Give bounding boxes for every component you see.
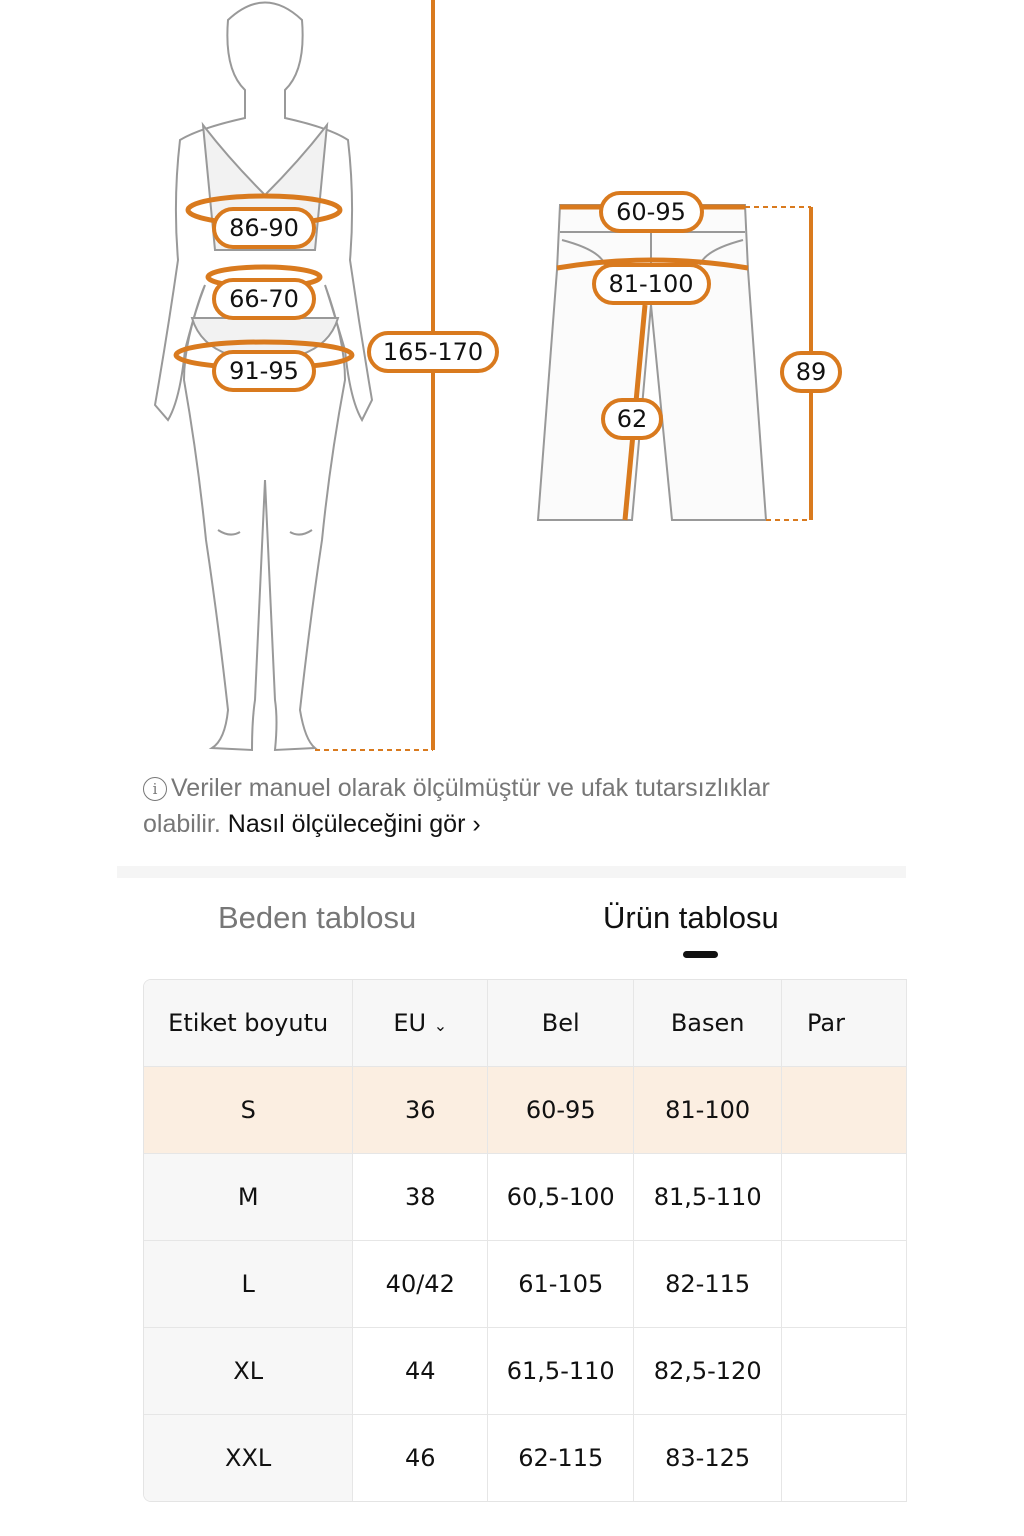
tab-size-chart[interactable]: Beden tablosu <box>218 900 417 935</box>
active-tab-indicator <box>683 951 718 958</box>
table-cell: 36 <box>352 1066 489 1154</box>
height-line <box>315 0 435 751</box>
table-cell: 61-105 <box>487 1240 635 1328</box>
chevron-down-icon: ⌄ <box>433 1016 448 1035</box>
how-to-measure-link[interactable]: Nasıl ölçüleceğini gör › <box>228 810 481 838</box>
table-row[interactable]: M 38 60,5-100 81,5-110 <box>144 1153 907 1241</box>
info-icon: i <box>143 777 167 801</box>
header-eu-label: EU <box>393 1009 427 1037</box>
table-cell: 60-95 <box>487 1066 635 1154</box>
table-cell: 44 <box>352 1327 489 1415</box>
table-header-row: Etiket boyutu EU ⌄ Bel Basen Par <box>144 980 907 1067</box>
header-waist: Bel <box>487 980 635 1067</box>
table-cell: L <box>144 1240 354 1328</box>
height-label: 165-170 <box>383 338 483 366</box>
table-row[interactable]: XL 44 61,5-110 82,5-120 <box>144 1327 907 1415</box>
table-cell: 83-125 <box>633 1414 782 1501</box>
table-cell <box>781 1414 907 1501</box>
table-cell: M <box>144 1153 354 1241</box>
table-cell <box>781 1153 907 1241</box>
table-row[interactable]: L 40/42 61-105 82-115 <box>144 1240 907 1328</box>
hip-label: 91-95 <box>229 357 299 385</box>
table-cell: XXL <box>144 1414 354 1501</box>
table-cell <box>781 1327 907 1415</box>
table-cell: 81,5-110 <box>633 1153 782 1241</box>
pants-length-label: 89 <box>796 358 827 386</box>
table-cell <box>781 1240 907 1328</box>
how-to-measure-label: Nasıl ölçüleceğini gör <box>227 810 466 838</box>
size-table[interactable]: Etiket boyutu EU ⌄ Bel Basen Par S 36 60-9… <box>143 979 907 1502</box>
tab-product-chart[interactable]: Ürün tablosu <box>603 900 779 935</box>
table-cell: XL <box>144 1327 354 1415</box>
table-cell: 40/42 <box>352 1240 489 1328</box>
pants-waist-label: 60-95 <box>616 198 686 226</box>
table-cell: 61,5-110 <box>487 1327 635 1415</box>
header-hip: Basen <box>633 980 782 1067</box>
pants-hip-label: 81-100 <box>608 270 693 298</box>
table-row[interactable]: S 36 60-95 81-100 <box>144 1066 907 1154</box>
measurement-note: i Veriler manuel olarak ölçülmüştür ve uf… <box>143 770 843 842</box>
measurement-illustration: 86-90 66-70 91-95 165-170 60-95 81-100 6… <box>153 0 842 752</box>
pants-figure <box>536 204 768 521</box>
bust-label: 86-90 <box>229 214 299 242</box>
header-label-size: Etiket boyutu <box>144 980 354 1067</box>
table-cell: 46 <box>352 1414 489 1501</box>
header-partial: Par <box>781 980 907 1067</box>
chevron-right-icon: › <box>472 810 481 838</box>
table-cell: 81-100 <box>633 1066 782 1154</box>
note-text: Veriler manuel olarak ölçülmüştür ve ufa… <box>143 774 770 838</box>
table-cell: 82-115 <box>633 1240 782 1328</box>
table-cell: 60,5-100 <box>487 1153 635 1241</box>
table-cell: 82,5-120 <box>633 1327 782 1415</box>
table-cell: 62-115 <box>487 1414 635 1501</box>
section-divider <box>117 866 906 878</box>
table-cell <box>781 1066 907 1154</box>
table-cell: 38 <box>352 1153 489 1241</box>
table-row[interactable]: XXL 46 62-115 83-125 <box>144 1414 907 1501</box>
header-eu[interactable]: EU ⌄ <box>352 980 489 1067</box>
pants-inseam-label: 62 <box>617 405 648 433</box>
table-cell: S <box>144 1066 354 1154</box>
waist-label: 66-70 <box>229 285 299 313</box>
